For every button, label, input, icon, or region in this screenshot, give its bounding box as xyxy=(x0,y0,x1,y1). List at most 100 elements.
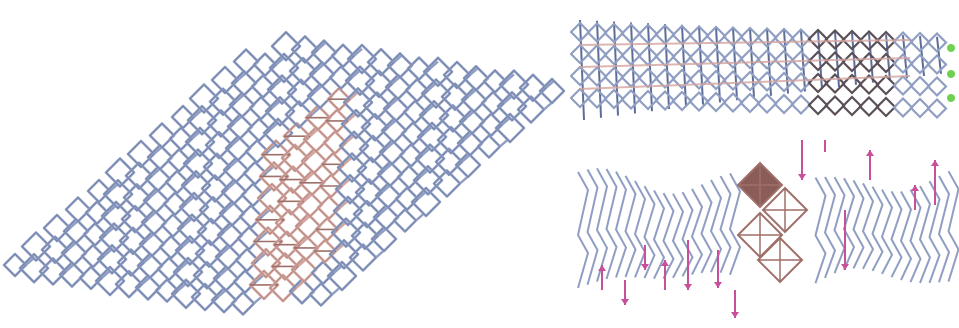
framework-rod xyxy=(311,106,321,116)
fan-strand xyxy=(700,184,713,274)
diamond-edge-shade xyxy=(291,35,319,63)
framework-rod xyxy=(189,152,199,162)
diamond-edge-shade xyxy=(371,226,397,252)
fan-strand xyxy=(871,186,884,272)
diamond-edge-shade xyxy=(155,279,179,303)
band-diamond xyxy=(620,44,642,67)
diamond-edge-shade xyxy=(355,178,383,206)
band-diamond xyxy=(637,89,659,111)
diamond-edge-shade xyxy=(251,74,275,98)
diamond-edge-shade xyxy=(339,131,369,161)
framework-rod xyxy=(417,190,427,200)
band-diamond xyxy=(570,65,591,87)
framework-rod xyxy=(109,183,119,192)
diamond-edge-shade xyxy=(435,148,463,176)
band-diamond xyxy=(875,74,897,96)
band-column xyxy=(647,23,653,112)
diamond-edge-shade xyxy=(59,262,85,288)
diamond-edge-shade xyxy=(251,248,281,278)
fan-strand xyxy=(899,190,913,281)
framework-rod xyxy=(25,257,35,266)
framework-rod xyxy=(347,112,357,122)
band-diamond xyxy=(637,67,659,89)
diamond-edge-shade xyxy=(203,153,231,181)
band-diamond xyxy=(909,75,931,97)
diamond-edge-shade xyxy=(137,253,163,279)
band-diamond xyxy=(586,87,608,110)
diamond-edge-shade xyxy=(385,74,411,100)
diamond-edge-shade xyxy=(19,253,49,283)
diamond-edge-shade xyxy=(269,53,299,83)
diamond-edge-shade xyxy=(265,96,295,126)
framework-rod xyxy=(185,195,195,205)
side-lattice-bottom-panel xyxy=(570,140,959,328)
framework-rod xyxy=(353,47,363,57)
diamond-edge-shade xyxy=(333,196,363,226)
framework-rod xyxy=(221,245,231,255)
diamond-edge-shade xyxy=(3,253,27,277)
framework-rod xyxy=(383,162,393,172)
framework-rod xyxy=(393,54,403,64)
diamond-edge-shade xyxy=(477,134,501,159)
band-diamond xyxy=(671,90,693,112)
framework-rod xyxy=(423,125,433,135)
band-diamond xyxy=(858,29,880,52)
diamond-edge-shade xyxy=(237,226,261,250)
diamond-edge-shade xyxy=(271,31,301,61)
diamond-edge-shade xyxy=(287,79,315,107)
band-diamond xyxy=(722,69,744,92)
diamond-edge-shade xyxy=(249,96,273,120)
framework-rod xyxy=(233,115,243,125)
diamond-edge-shade xyxy=(187,105,217,135)
band-diamond xyxy=(705,47,727,69)
framework-rod xyxy=(305,171,315,181)
framework-rod xyxy=(225,202,235,212)
diamond-edge-shade xyxy=(289,278,315,304)
diamond-edge-shade xyxy=(289,57,317,85)
diamond-edge-shade xyxy=(303,126,329,152)
diamond-edge-shade xyxy=(249,270,279,300)
diamond-edge-shade xyxy=(349,243,377,272)
diamond-edge-shade xyxy=(315,217,339,241)
framework-diamond xyxy=(308,282,334,307)
framework-rod xyxy=(141,276,151,286)
band-diamond xyxy=(620,22,642,45)
band-diamond xyxy=(807,94,829,116)
framework-rod xyxy=(301,215,311,224)
diamond-edge-shade xyxy=(239,205,263,229)
band-diamond xyxy=(671,68,693,90)
diamond-edge-shade xyxy=(157,257,181,281)
band-column xyxy=(681,24,687,107)
diamond-edge-shade xyxy=(181,170,211,200)
band-diamond xyxy=(722,25,744,48)
diamond-edge-shade xyxy=(121,205,149,233)
diamond-edge-shade xyxy=(325,109,349,133)
diamond-edge-shade xyxy=(253,226,283,257)
band-diamond xyxy=(756,70,778,93)
framework-diamond xyxy=(64,196,92,223)
side-lattice-bottom-drawing xyxy=(576,140,959,318)
diamond-edge-shade xyxy=(387,52,413,78)
band-diamond xyxy=(654,67,676,90)
diamond-edge-shade xyxy=(217,222,243,248)
diamond-edge-shade xyxy=(347,44,377,74)
arrow-head xyxy=(641,264,649,270)
diamond-edge-shade xyxy=(21,231,51,262)
band-diamond xyxy=(722,47,744,70)
band-diamond xyxy=(705,91,727,113)
diamond-edge-shade xyxy=(341,109,371,139)
diamond-edge-shade xyxy=(195,240,223,268)
band-diamond xyxy=(841,29,863,51)
framework-rod xyxy=(231,137,241,147)
band-diamond xyxy=(688,68,710,91)
band-diamond xyxy=(739,48,761,70)
diamond-edge-shade xyxy=(483,69,507,93)
diamond-edge-shade xyxy=(173,257,203,287)
fan-strand xyxy=(814,177,827,284)
band-diamond xyxy=(790,71,812,94)
framework-rod xyxy=(101,269,111,279)
fan-strand xyxy=(728,172,742,276)
diamond-edge-shade xyxy=(231,70,257,96)
band-diamond xyxy=(739,70,761,92)
diamond-edge-shade xyxy=(329,65,353,90)
